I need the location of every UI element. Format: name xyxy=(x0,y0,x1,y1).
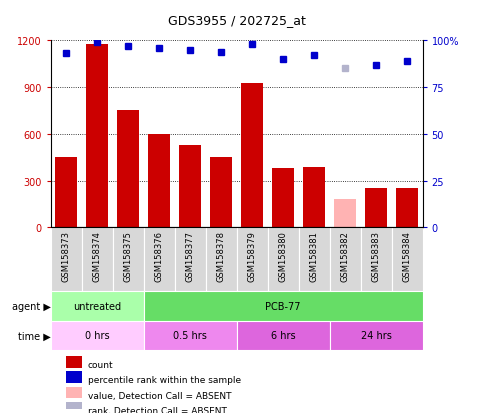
Bar xyxy=(272,169,294,228)
Bar xyxy=(210,158,232,228)
Bar xyxy=(66,387,82,398)
Text: agent ▶: agent ▶ xyxy=(12,301,51,311)
Text: GSM158375: GSM158375 xyxy=(124,230,133,281)
Bar xyxy=(51,228,82,292)
Text: GSM158373: GSM158373 xyxy=(62,230,71,281)
Bar xyxy=(144,321,237,350)
Text: GSM158383: GSM158383 xyxy=(371,230,381,281)
Bar xyxy=(55,158,77,228)
Text: 6 hrs: 6 hrs xyxy=(271,331,296,341)
Text: 0.5 hrs: 0.5 hrs xyxy=(173,331,207,341)
Text: GSM158384: GSM158384 xyxy=(403,230,412,281)
Text: GSM158376: GSM158376 xyxy=(155,230,164,281)
Bar xyxy=(86,45,108,228)
Bar xyxy=(66,371,82,383)
Bar xyxy=(334,200,356,228)
Text: 24 hrs: 24 hrs xyxy=(361,331,392,341)
Bar xyxy=(113,228,144,292)
Text: time ▶: time ▶ xyxy=(18,331,51,341)
Bar xyxy=(148,135,170,228)
Bar xyxy=(268,228,298,292)
Text: GSM158377: GSM158377 xyxy=(185,230,195,281)
Bar xyxy=(392,228,423,292)
Bar xyxy=(237,228,268,292)
Bar xyxy=(66,402,82,413)
Text: GSM158379: GSM158379 xyxy=(248,230,256,281)
Bar xyxy=(82,228,113,292)
Bar xyxy=(298,228,329,292)
Bar xyxy=(117,111,140,228)
Bar xyxy=(303,167,326,228)
Text: rank, Detection Call = ABSENT: rank, Detection Call = ABSENT xyxy=(88,406,227,413)
Bar xyxy=(365,189,387,228)
Text: 0 hrs: 0 hrs xyxy=(85,331,110,341)
Bar xyxy=(144,228,175,292)
Text: GSM158380: GSM158380 xyxy=(279,230,288,281)
Text: count: count xyxy=(88,360,114,369)
Bar xyxy=(329,321,423,350)
Bar xyxy=(329,228,361,292)
Bar xyxy=(237,321,330,350)
Bar xyxy=(66,356,82,368)
Text: percentile rank within the sample: percentile rank within the sample xyxy=(88,375,241,385)
Bar xyxy=(206,228,237,292)
Text: GSM158378: GSM158378 xyxy=(217,230,226,281)
Bar xyxy=(179,145,201,228)
Bar xyxy=(241,84,263,228)
Bar xyxy=(51,292,144,321)
Text: GSM158381: GSM158381 xyxy=(310,230,319,281)
Bar xyxy=(175,228,206,292)
Text: GSM158382: GSM158382 xyxy=(341,230,350,281)
Text: PCB-77: PCB-77 xyxy=(266,301,301,311)
Bar xyxy=(396,188,418,228)
Bar xyxy=(51,321,144,350)
Text: GDS3955 / 202725_at: GDS3955 / 202725_at xyxy=(168,14,306,27)
Text: GSM158374: GSM158374 xyxy=(93,230,102,281)
Text: value, Detection Call = ABSENT: value, Detection Call = ABSENT xyxy=(88,391,231,400)
Bar xyxy=(361,228,392,292)
Text: untreated: untreated xyxy=(73,301,121,311)
Bar xyxy=(144,292,423,321)
